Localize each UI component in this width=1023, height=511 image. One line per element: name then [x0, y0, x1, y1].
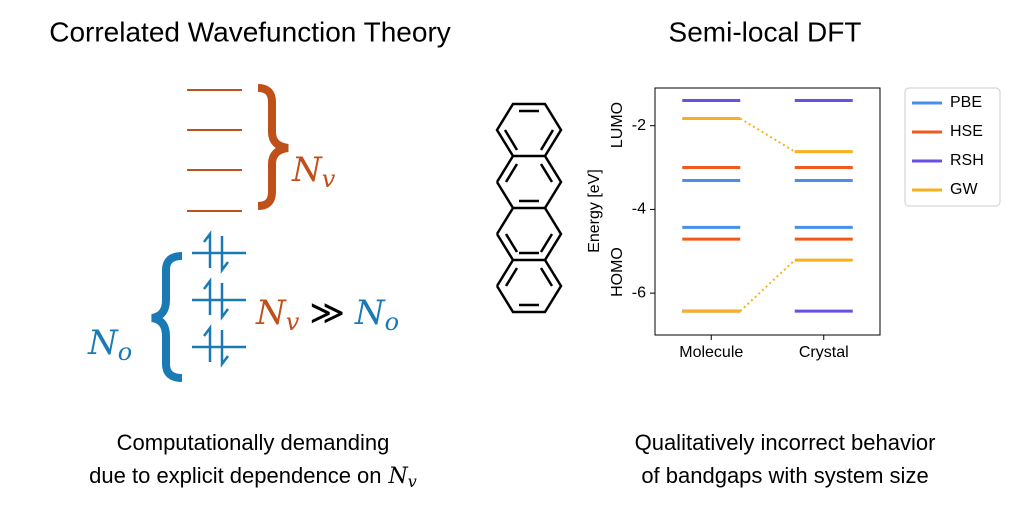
y-tick-label: -2	[632, 117, 646, 134]
legend-label: HSE	[950, 123, 983, 140]
left-caption-2: due to explicit dependence on Nv	[89, 463, 417, 491]
chart-title: Semi-local DFT	[669, 16, 862, 47]
y-axis-label: Energy [eV]	[586, 169, 603, 253]
legend-label: RSH	[950, 152, 984, 169]
right-caption-1: Qualitatively incorrect behavior	[635, 430, 936, 455]
legend-label: GW	[950, 181, 978, 198]
x-tick-label: Crystal	[799, 344, 849, 361]
x-tick-label: Molecule	[679, 344, 743, 361]
right-caption-2: of bandgaps with system size	[641, 463, 928, 488]
molecule	[495, 102, 563, 314]
relation: Nv ≫ No	[255, 293, 399, 336]
left-caption-1: Computationally demanding	[117, 430, 390, 455]
y-tick-label: -4	[632, 201, 646, 218]
legend-box	[904, 87, 1001, 207]
level-label: HOMO	[609, 247, 626, 297]
plot-frame	[654, 87, 881, 336]
occupied-levels	[192, 230, 246, 368]
occupied-label: No	[87, 323, 132, 366]
left-title: Correlated Wavefunction Theory	[49, 16, 451, 47]
y-tick-label: -6	[632, 284, 646, 301]
virtual-brace	[257, 84, 289, 210]
virtual-levels	[187, 89, 242, 212]
occupied-brace	[151, 252, 183, 382]
connector	[739, 259, 796, 312]
connector	[739, 117, 796, 153]
virtual-label: Nv	[291, 150, 336, 193]
legend-label: PBE	[950, 94, 982, 111]
level-label: LUMO	[609, 102, 626, 148]
